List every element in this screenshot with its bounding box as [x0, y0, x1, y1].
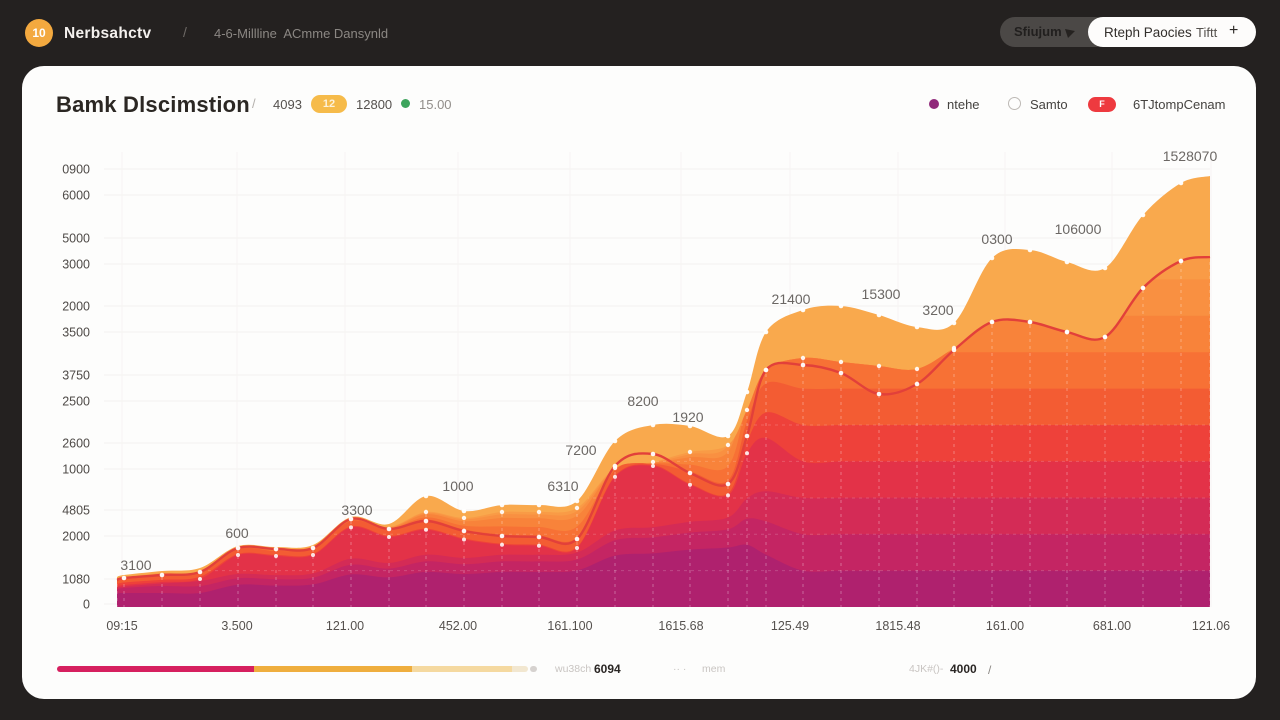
- svg-text:3200: 3200: [922, 302, 953, 318]
- svg-text:1080: 1080: [62, 573, 90, 587]
- svg-text:1920: 1920: [672, 409, 703, 425]
- svg-text:21400: 21400: [772, 291, 811, 307]
- svg-text:161.100: 161.100: [547, 619, 592, 633]
- svg-text:2000: 2000: [62, 530, 90, 544]
- svg-text:6000: 6000: [62, 189, 90, 203]
- svg-text:4805: 4805: [62, 504, 90, 518]
- svg-text:121.06: 121.06: [1192, 619, 1230, 633]
- svg-text:1528070: 1528070: [1163, 148, 1218, 164]
- svg-text:452.00: 452.00: [439, 619, 477, 633]
- svg-text:3500: 3500: [62, 326, 90, 340]
- svg-text:2000: 2000: [62, 300, 90, 314]
- svg-text:600: 600: [225, 525, 249, 541]
- svg-text:3750: 3750: [62, 369, 90, 383]
- svg-text:8200: 8200: [627, 393, 658, 409]
- svg-text:1615.68: 1615.68: [658, 619, 703, 633]
- svg-text:5000: 5000: [62, 232, 90, 246]
- svg-text:1815.48: 1815.48: [875, 619, 920, 633]
- svg-text:0300: 0300: [981, 231, 1012, 247]
- svg-text:0900: 0900: [62, 163, 90, 177]
- svg-text:1000: 1000: [62, 463, 90, 477]
- svg-text:125.49: 125.49: [771, 619, 809, 633]
- svg-text:1000: 1000: [442, 478, 473, 494]
- svg-text:161.00: 161.00: [986, 619, 1024, 633]
- svg-text:681.00: 681.00: [1093, 619, 1131, 633]
- svg-text:15300: 15300: [862, 286, 901, 302]
- svg-text:2600: 2600: [62, 437, 90, 451]
- svg-text:2500: 2500: [62, 395, 90, 409]
- svg-text:0: 0: [83, 598, 90, 612]
- svg-text:106000: 106000: [1055, 221, 1102, 237]
- svg-text:3000: 3000: [62, 258, 90, 272]
- svg-text:3300: 3300: [341, 502, 372, 518]
- svg-text:3.500: 3.500: [221, 619, 252, 633]
- svg-text:7200: 7200: [565, 442, 596, 458]
- svg-text:3100: 3100: [120, 557, 151, 573]
- svg-text:121.00: 121.00: [326, 619, 364, 633]
- svg-text:09:15: 09:15: [106, 619, 137, 633]
- svg-text:6310: 6310: [547, 478, 578, 494]
